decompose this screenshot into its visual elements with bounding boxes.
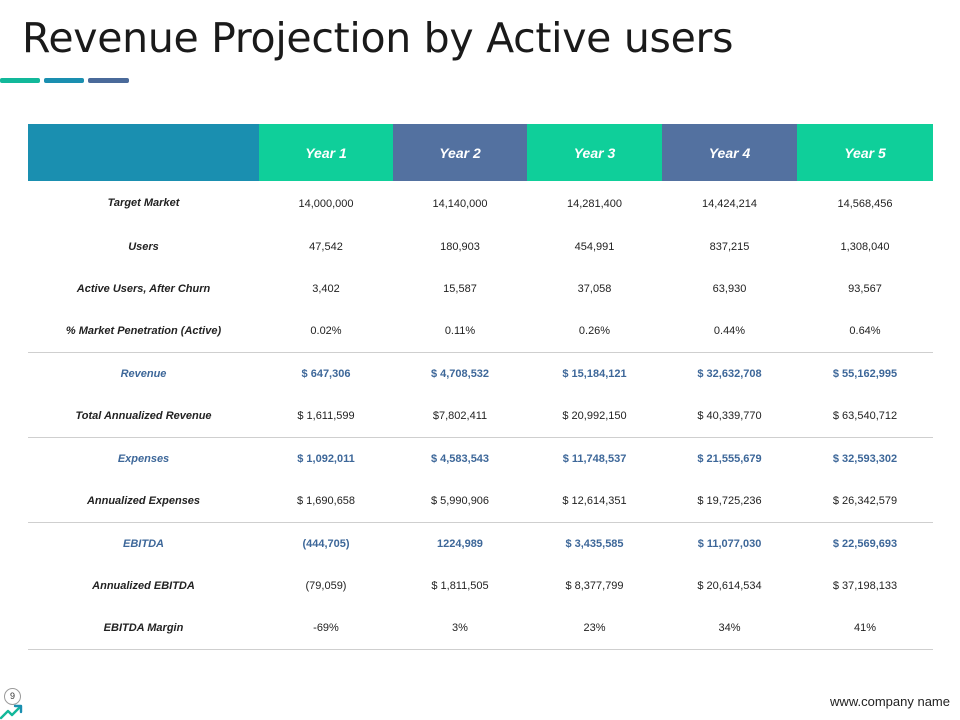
cell-value: 47,542 [309,241,343,253]
cell-value: $ 647,306 [301,368,351,380]
row-label: Active Users, After Churn [76,282,211,295]
cell-value: 93,567 [848,283,882,295]
row-label: % Market Penetration (Active) [28,310,259,353]
cell-value: 0.02% [259,310,393,353]
accent-bar-blue [88,78,129,83]
cell-value: -69% [259,607,393,650]
cell-value: 3% [393,607,527,650]
cell-value: $ 3,435,585 [565,538,624,550]
cell-value: $ 4,708,532 [430,368,490,380]
cell-value: 14,000,000 [298,197,354,210]
cell-value: 0.11% [393,310,527,353]
cell-value: $ 63,540,712 [797,395,933,438]
footer-url[interactable]: www.company name [830,694,950,709]
header-year-1: Year 1 [259,124,393,181]
cell-value: 0.44% [662,310,797,353]
cell-value: 41% [797,607,933,650]
row-label: Revenue [120,367,167,380]
table-row: Active Users, After Churn 3,402 15,587 3… [28,268,933,310]
table-header-row: Year 1 Year 2 Year 3 Year 4 Year 5 [28,124,933,181]
cell-value: $ 37,198,133 [832,580,898,592]
cell-value: $ 22,569,693 [832,538,898,550]
cell-value: 14,140,000 [432,197,488,210]
revenue-projection-table: Year 1 Year 2 Year 3 Year 4 Year 5 Targe… [28,124,933,650]
cell-value: $ 11,077,030 [697,538,762,550]
row-label: Annualized EBITDA [92,579,195,592]
row-label: Annualized Expenses [28,480,259,523]
cell-value: $ 20,992,150 [527,395,662,438]
cell-value: $ 15,184,121 [562,368,627,380]
cell-value: $ 12,614,351 [527,480,662,523]
row-label: EBITDA [123,537,164,550]
cell-value: $ 19,725,236 [662,480,797,523]
cell-value: $ 40,339,770 [662,395,797,438]
cell-value: $ 1,811,505 [431,580,489,592]
cell-value: 63,930 [712,283,747,295]
cell-value: $ 32,632,708 [697,368,762,380]
table-row: Annualized EBITDA (79,059) $ 1,811,505 $… [28,565,933,607]
table-row: % Market Penetration (Active) 0.02% 0.11… [28,310,933,353]
table-row: Target Market 14,000,000 14,140,000 14,2… [28,181,933,226]
cell-value: $ 1,611,599 [259,395,393,438]
cell-value: 34% [662,607,797,650]
cell-value: $ 21,555,679 [697,453,762,465]
header-year-2: Year 2 [393,124,527,181]
header-year-3: Year 3 [527,124,662,181]
cell-value: 1,308,040 [840,241,890,253]
cell-value: (444,705) [302,538,350,550]
row-label: Users [128,240,159,253]
table-row: Annualized Expenses $ 1,690,658 $ 5,990,… [28,480,933,523]
accent-bar-teal [44,78,84,83]
table-row: Total Annualized Revenue $ 1,611,599 $7,… [28,395,933,438]
cell-value: 15,587 [443,283,477,295]
accent-bar-green [0,78,40,83]
cell-value: 454,991 [574,241,615,253]
header-year-4: Year 4 [662,124,797,181]
cell-value: 14,424,214 [701,197,758,210]
cell-value: $ 55,162,995 [832,368,898,380]
cell-value: $ 1,092,011 [297,453,355,465]
table-row: EBITDA Margin -69% 3% 23% 34% 41% [28,607,933,650]
row-label: Target Market [107,197,180,209]
cell-value: $7,802,411 [393,395,527,438]
cell-value: 37,058 [577,283,612,295]
cell-value: $ 8,377,799 [565,580,624,592]
header-year-5: Year 5 [797,124,933,181]
cell-value: $ 4,583,543 [430,453,490,465]
table-row: Users 47,542 180,903 454,991 837,215 1,3… [28,226,933,268]
cell-value: $ 20,614,534 [697,580,762,592]
cell-value: 0.26% [527,310,662,353]
cell-value: $ 11,748,537 [562,453,627,465]
cell-value: $ 5,990,906 [393,480,527,523]
cell-value: 180,903 [440,241,480,253]
cell-value: 1224,989 [437,538,483,550]
header-corner-cell [28,124,259,181]
table-row-highlight: Revenue $ 647,306 $ 4,708,532 $ 15,184,1… [28,353,933,396]
trend-arrow-icon [0,704,23,720]
table-row-highlight: EBITDA (444,705) 1224,989 $ 3,435,585 $ … [28,523,933,566]
row-label: Total Annualized Revenue [28,395,259,438]
table-row-highlight: Expenses $ 1,092,011 $ 4,583,543 $ 11,74… [28,438,933,481]
cell-value: (79,059) [305,580,347,592]
cell-value: 14,281,400 [566,197,623,210]
page-title: Revenue Projection by Active users [22,14,734,62]
cell-value: 14,568,456 [837,197,893,210]
page-number-badge: 9 [4,688,21,705]
cell-value: 0.64% [797,310,933,353]
cell-value: 23% [527,607,662,650]
row-label: Expenses [117,452,170,465]
cell-value: $ 1,690,658 [259,480,393,523]
cell-value: 837,215 [709,241,750,253]
cell-value: $ 26,342,579 [797,480,933,523]
row-label: EBITDA Margin [28,607,259,650]
cell-value: $ 32,593,302 [832,453,898,465]
cell-value: 3,402 [312,283,340,295]
